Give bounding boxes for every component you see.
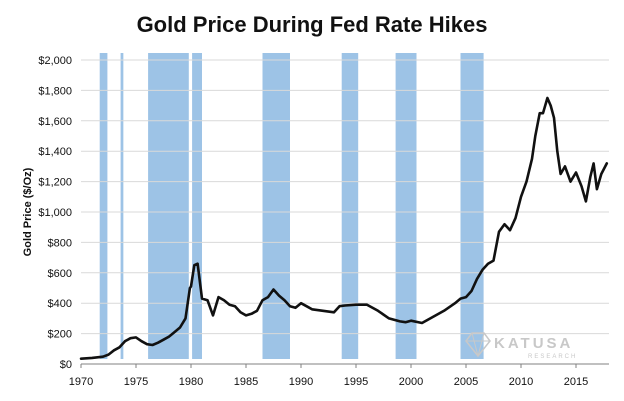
gold-price-line (79, 96, 609, 360)
y-axis-ticks: $0 $200 $400 $600 $800 $1,000 $1,200 $1,400 $1,6… (38, 55, 72, 371)
y-tick-label: $600 (48, 268, 72, 280)
y-tick-label: $1,200 (38, 177, 72, 189)
rate-hike-band-7 (395, 53, 417, 359)
x-tick-label: 2010 (509, 376, 533, 388)
rate-hike-band-2 (120, 53, 124, 359)
chart-title: Gold Price During Fed Rate Hikes (137, 12, 488, 37)
katusa-watermark: KATUSA RESEARCH (465, 332, 577, 360)
x-tick-label: 1975 (124, 376, 148, 388)
y-tick-label: $200 (48, 329, 72, 341)
watermark-sub: RESEARCH (528, 354, 577, 360)
x-tick-label: 1970 (69, 376, 93, 388)
y-tick-label: $1,000 (38, 207, 72, 219)
x-tick-label: 1995 (344, 376, 368, 388)
x-axis-ticks: 1970 1975 1980 1985 1990 1995 2000 2005 2010 2015 (69, 364, 588, 388)
rate-hike-band-5 (262, 53, 290, 359)
y-tick-label: $800 (48, 237, 72, 249)
diamond-icon (465, 332, 491, 358)
watermark-name: KATUSA (494, 335, 573, 352)
gridlines (81, 59, 609, 335)
x-tick-label: 2005 (454, 376, 478, 388)
x-tick-label: 1985 (234, 376, 258, 388)
x-tick-label: 2015 (564, 376, 588, 388)
x-tick-label: 1980 (179, 376, 203, 388)
y-tick-label: $1,600 (38, 116, 72, 128)
y-tick-label: $2,000 (38, 55, 72, 67)
x-tick-label: 2000 (399, 376, 423, 388)
rate-hike-band-8 (460, 53, 484, 359)
y-tick-label: $400 (48, 298, 72, 310)
rate-hike-band-1 (99, 53, 108, 359)
x-tick-label: 1990 (289, 376, 313, 388)
y-tick-label: $1,400 (38, 146, 72, 158)
y-axis-label: Gold Price ($/Oz) (22, 167, 34, 256)
rate-hike-band-3 (148, 53, 189, 359)
rate-hike-band-6 (341, 53, 359, 359)
y-tick-label: $0 (60, 359, 72, 371)
rate-hike-bands (99, 53, 484, 359)
y-tick-label: $1,800 (38, 85, 72, 97)
rate-hike-band-4 (192, 53, 202, 359)
